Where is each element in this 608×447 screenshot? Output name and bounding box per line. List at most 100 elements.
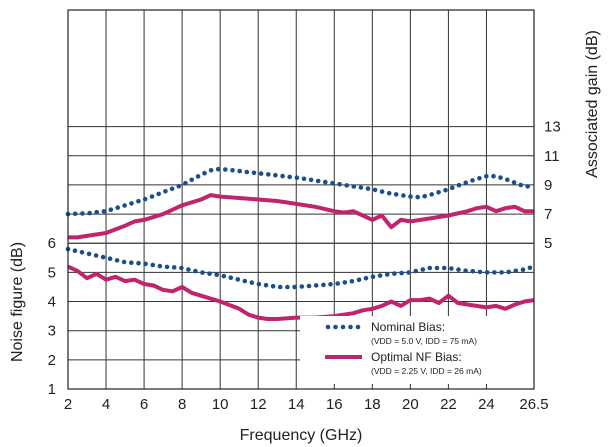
nominal-bias-gain-point [202,170,207,176]
nominal-bias-gain-point [408,194,413,199]
nominal-bias-noise-point [499,270,504,275]
nominal-bias-noise-point [299,284,305,289]
nominal-bias-gain-point [215,166,221,172]
nominal-bias-gain-point [122,203,127,208]
x-tick-label: 22 [440,396,457,413]
nominal-bias-gain-point [87,210,92,216]
legend-swatch-dot [325,324,331,330]
nominal-bias-gain-point [230,168,235,173]
x-tick-label: 14 [288,396,305,413]
nominal-bias-noise-point [200,270,205,275]
x-tick-label: 20 [402,396,419,413]
nominal-bias-noise-point [93,253,99,258]
nominal-bias-noise-point [72,248,78,253]
y-left-tick-label: 6 [48,235,56,252]
nominal-bias-noise-point [228,275,234,281]
nominal-bias-gain-point [344,183,350,188]
nominal-bias-noise-point [477,269,483,275]
nominal-bias-noise-point [114,258,120,263]
x-tick-label: 4 [102,396,110,413]
nominal-bias-gain-point [136,198,141,204]
nominal-bias-gain-point [237,168,242,174]
legend-background [300,316,534,384]
x-tick-label: 18 [364,396,381,413]
nominal-bias-noise-point [492,270,497,275]
nominal-bias-noise-point [420,267,426,272]
nominal-bias-gain-point [429,192,435,197]
nominal-bias-noise-point [235,277,241,282]
nominal-bias-noise-point [242,278,248,284]
nominal-bias-gain-point [386,190,392,196]
nominal-bias-noise-point [328,282,333,287]
nominal-bias-gain-point [129,201,134,206]
nominal-bias-gain-point [223,167,228,172]
nominal-bias-gain-point [142,196,148,202]
legend-detail: (VDD = 2.25 V, IDD = 26 mA) [371,366,482,376]
nominal-bias-noise-point [207,271,212,277]
nominal-bias-noise-point [86,251,92,257]
x-axis-title: Frequency (GHz) [240,427,363,444]
legend-swatch-dot [333,324,338,330]
nominal-bias-noise-point [427,265,433,271]
nominal-bias-gain-point [456,182,462,188]
nominal-bias-noise-point [413,268,419,274]
nominal-bias-gain-point [491,173,496,179]
nominal-bias-noise-point [100,254,106,260]
nominal-bias-gain-point [169,186,175,192]
nominal-bias-gain-point [525,184,530,189]
nominal-bias-noise-point [186,267,191,272]
nominal-bias-gain-point [498,175,503,180]
nominal-bias-noise-point [506,269,512,275]
nominal-bias-gain-point [115,205,120,210]
nominal-bias-gain-point [189,177,194,183]
nominal-bias-gain-point [301,176,307,182]
nominal-bias-noise-point [164,264,170,270]
nominal-bias-noise-point [249,280,255,285]
nominal-bias-noise-point [171,265,177,270]
nominal-bias-noise-point [306,283,312,289]
nominal-bias-gain-point [108,207,114,212]
y-left-tick-label: 5 [48,264,56,281]
nominal-bias-gain-point [358,185,364,190]
x-tick-label: 6 [140,396,148,413]
y-right-tick-label: 13 [544,119,561,136]
x-tick-label: 12 [250,396,267,413]
nominal-bias-noise-point [107,256,113,262]
nominal-bias-noise-point [370,274,376,280]
y-right-tick-label: 9 [544,177,552,194]
nominal-bias-gain-point [163,189,168,194]
legend-swatch-dot [348,324,353,330]
plot-frame [67,9,535,390]
nominal-bias-noise-point [143,261,148,267]
nominal-bias-noise-point [285,284,290,290]
nominal-bias-noise-point [313,283,319,288]
nominal-bias-noise-point [321,282,326,288]
x-tick-label: 24 [478,396,495,413]
y-right-tick-label: 11 [544,148,560,165]
nominal-bias-noise-point [129,260,134,266]
nominal-bias-gain-point [351,184,357,189]
nominal-bias-gain-point [266,172,271,177]
nominal-bias-noise-point [221,273,227,279]
legend-label: Nominal Bias: [371,320,445,334]
nominal-bias-gain-point [258,171,264,176]
nominal-bias-gain-point [183,180,188,186]
nominal-bias-noise-point [449,266,454,271]
legend-entry: Optimal NF Bias: (VDD = 2.25 V, IDD = 26 … [325,350,482,376]
y-right-tick-label: 7 [544,206,552,223]
legend: Nominal Bias: (VDD = 5.0 V, IDD = 75 mA) O… [300,316,534,384]
optimal-nf-bias-noise-series [67,264,535,321]
optimal-nf-bias-gain-line [68,193,534,240]
y-right-axis-title: Associated gain (dB) [584,30,601,178]
nominal-bias-gain-point [287,174,293,180]
nominal-bias-gain-point [422,193,428,199]
nominal-bias-gain-point [101,209,107,214]
nominal-bias-noise-point [263,282,269,288]
nominal-bias-gain-point [251,170,257,176]
x-tick-label: 2 [64,396,72,413]
nominal-bias-noise-series [65,246,533,290]
nominal-bias-gain-point [401,193,406,198]
nominal-bias-noise-point [335,281,341,286]
y-left-tick-label: 4 [48,294,56,311]
